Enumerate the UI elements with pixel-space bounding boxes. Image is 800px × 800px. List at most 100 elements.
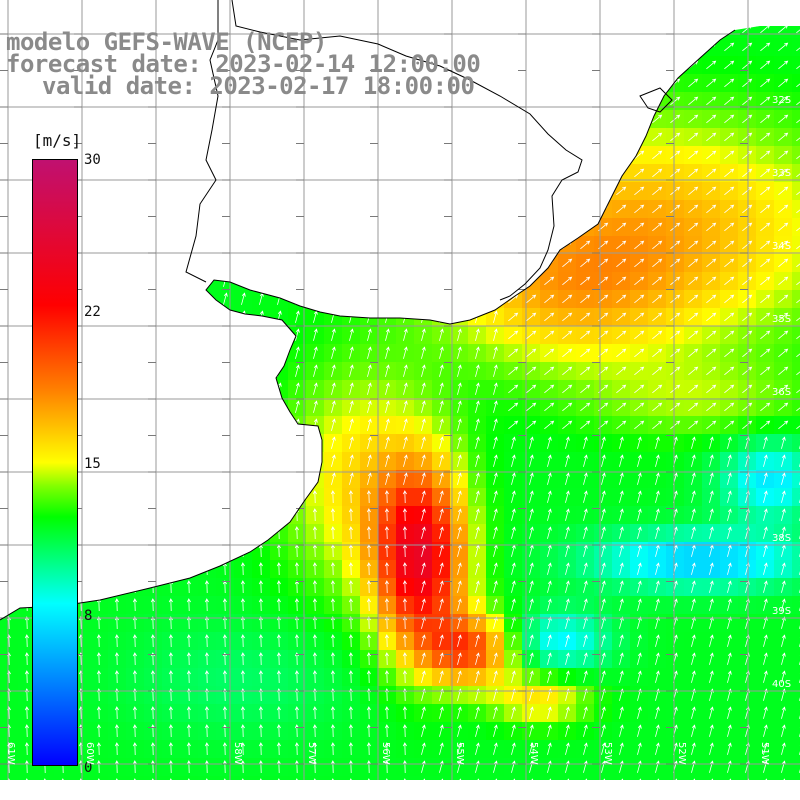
wind-cell [108,776,127,780]
wind-arrow [169,364,174,377]
wind-arrow [742,366,753,376]
wind-arrow [544,26,555,34]
wind-arrow [240,778,245,780]
wind-cell [216,416,235,435]
wind-arrow [457,778,462,780]
wind-arrow [508,240,519,250]
wind-arrow [331,274,336,287]
wind-arrow [727,580,732,593]
wind-arrow [205,346,210,359]
wind-cell [90,344,109,363]
wind-arrow [223,184,228,197]
wind-arrow [385,274,390,287]
wind-arrow [493,670,498,683]
wind-arrow [652,384,663,394]
wind-arrow [670,384,681,394]
wind-arrow [204,526,209,540]
wind-arrow [169,202,174,215]
wind-arrow [349,148,354,161]
wind-arrow [367,364,372,377]
wind-arrow [655,454,660,467]
wind-arrow [439,364,444,377]
wind-arrow [187,436,192,449]
wind-cell [792,128,800,147]
wind-arrow [691,616,696,629]
wind-cell [180,254,199,273]
wind-arrow [25,328,30,341]
wind-cell [108,380,127,399]
wind-arrow [97,256,102,269]
wind-arrow [205,292,210,305]
wind-arrow [439,472,444,485]
wind-arrow [367,292,372,305]
wind-arrow [616,222,627,232]
wind-cell [792,380,800,399]
wind-arrow [330,508,335,522]
wind-cell [144,452,163,471]
wind-arrow [349,202,354,215]
wind-arrow [25,202,30,215]
wind-arrow [637,616,642,629]
wind-cell [414,110,433,129]
wind-cell [468,236,487,255]
wind-arrow [421,706,426,719]
wind-arrow [475,292,480,305]
wind-arrow [724,96,735,106]
wind-cell [414,182,433,201]
wind-arrow [331,346,336,359]
wind-arrow [544,420,555,430]
wind-arrow [493,310,498,323]
wind-cell [108,110,127,129]
wind-arrow [96,670,101,684]
wind-cell [396,146,415,165]
wind-cell [666,56,685,75]
wind-arrow [241,436,246,449]
wind-cell [666,26,685,39]
wind-arrow [421,256,426,269]
wind-arrow [688,42,699,52]
wind-cell [252,398,271,417]
wind-arrow [619,580,624,593]
wind-cell [306,290,325,309]
wind-arrow [742,294,753,304]
wind-arrow [544,60,555,70]
wind-arrow [294,490,299,504]
wind-cell [486,146,505,165]
wind-cell [90,506,109,525]
wind-arrow [529,634,534,647]
wind-arrow [349,256,354,269]
wind-arrow [457,616,462,629]
wind-cell [270,272,289,291]
lon-label: 52W [676,742,687,765]
wind-arrow [781,706,786,719]
wind-cell [0,308,19,327]
wind-cell [432,236,451,255]
wind-cell [540,92,559,111]
wind-cell [450,290,469,309]
wind-arrow [457,580,462,593]
wind-arrow [223,364,228,377]
wind-cell [522,74,541,93]
wind-cell [396,776,415,780]
wind-cell [594,92,613,111]
wind-cell [450,776,469,780]
wind-arrow [150,508,155,522]
wind-arrow [457,292,462,305]
wind-cell [108,470,127,489]
wind-cell [216,110,235,129]
lon-label: 58W [232,742,243,765]
wind-arrow [688,132,699,142]
wind-arrow [706,96,717,106]
wind-arrow [169,328,174,341]
wind-cell [234,218,253,237]
wind-arrow [727,562,732,575]
wind-cell [594,38,613,57]
wind-cell [126,146,145,165]
wind-arrow [132,490,137,504]
wind-arrow [403,364,408,377]
wind-arrow [634,276,645,286]
wind-cell [234,524,253,543]
wind-arrow [796,402,800,412]
wind-arrow [132,598,137,612]
wind-arrow [688,186,699,196]
